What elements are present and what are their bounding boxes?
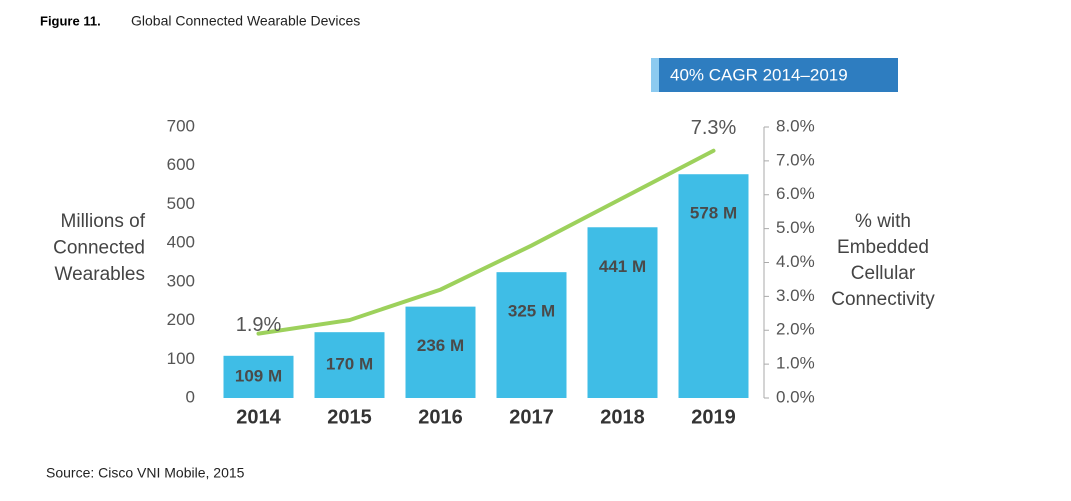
y-tick-label: 500 (167, 194, 195, 213)
figure-label: Figure 11. (40, 13, 101, 28)
x-tick-label: 2016 (418, 406, 463, 428)
y2-axis-label: Connectivity (831, 289, 935, 310)
annotation-box (651, 58, 898, 92)
x-tick-label: 2017 (509, 406, 554, 428)
y2-axis-label: % with (855, 211, 911, 232)
y-tick-label: 0 (186, 387, 195, 406)
y-tick-label: 100 (167, 349, 195, 368)
y2-tick-label: 5.0% (776, 218, 815, 237)
chart-title: Global Connected Wearable Devices (131, 13, 360, 29)
annotation: 40% CAGR 2014–2019 (670, 65, 848, 84)
y-axis-label: Connected (53, 238, 145, 259)
annotation-stripe (651, 58, 659, 92)
y2-tick-label: 3.0% (776, 286, 815, 305)
y2-tick-label: 1.0% (776, 354, 815, 373)
line (256, 148, 716, 336)
line-value-label: 7.3% (691, 117, 737, 139)
y-tick-label: 300 (167, 271, 195, 290)
line-value-label: 1.9% (236, 314, 282, 336)
bar (223, 355, 294, 398)
bar (405, 306, 476, 398)
source: Source: Cisco VNI Mobile, 2015 (46, 465, 245, 481)
bar (587, 227, 658, 398)
y-tick-label: 700 (167, 116, 195, 135)
bar-value-label: 170 M (326, 355, 373, 374)
y-axis-label: Millions of (61, 211, 146, 232)
x-tick-label: 2019 (691, 406, 736, 428)
bar-value-label: 236 M (417, 336, 464, 355)
bar (678, 174, 749, 398)
y2-axis-label: Embedded (837, 237, 929, 258)
bar-value-label: 441 M (599, 257, 646, 276)
bar-value-label: 109 M (235, 366, 282, 385)
bar (496, 272, 567, 398)
y-tick-label: 200 (167, 310, 195, 329)
y2-axis-label: Cellular (851, 263, 916, 284)
y2-tick-label: 2.0% (776, 320, 815, 339)
y2-tick-label: 8.0% (776, 116, 815, 135)
y-tick-label: 600 (167, 155, 195, 174)
x-tick-label: 2018 (600, 406, 645, 428)
y-axis-label: Wearables (55, 264, 145, 285)
x-tick-label: 2014 (236, 406, 281, 428)
bar-value-label: 578 M (690, 204, 737, 223)
y2-tick-label: 6.0% (776, 184, 815, 203)
y2-tick-label: 4.0% (776, 252, 815, 271)
bar-value-label: 325 M (508, 302, 555, 321)
x-tick-label: 2015 (327, 406, 372, 428)
bar (314, 332, 385, 398)
y2-tick-label: 7.0% (776, 150, 815, 169)
y2-tick-label: 0.0% (776, 387, 815, 406)
y-tick-label: 400 (167, 233, 195, 252)
